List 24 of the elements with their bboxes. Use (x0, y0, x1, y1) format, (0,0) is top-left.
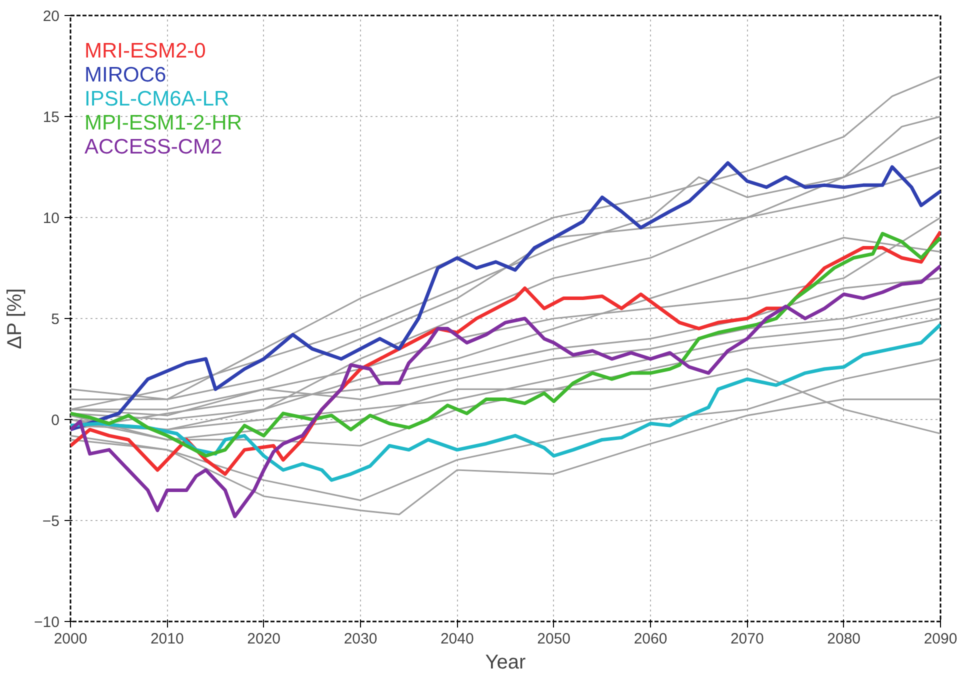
x-tick-label: 2070 (730, 630, 764, 648)
y-tick-label: 5 (51, 311, 60, 328)
text: MPI-ESM1-2-HR (84, 112, 242, 134)
x-tick-label: 2030 (344, 630, 378, 648)
x-tick-label: 2090 (924, 630, 958, 648)
x-tick-label: 2040 (440, 630, 474, 648)
text: ACCESS-CM2 (84, 136, 222, 158)
y-tick-label: 10 (42, 210, 60, 227)
x-tick-label: 2010 (150, 630, 184, 648)
text: IPSL-CM6A-LR (84, 88, 230, 110)
x-tick-label: 2020 (247, 630, 281, 648)
x-tick-label: 2000 (54, 630, 88, 648)
y-tick-label: 0 (51, 412, 60, 429)
text: MIROC6 (84, 64, 166, 86)
y-tick-label: −5 (42, 513, 60, 530)
text: MRI-ESM2-0 (84, 40, 206, 62)
x-tick-label: 2080 (827, 630, 861, 648)
x-tick-label: 2060 (634, 630, 668, 648)
y-axis-title: ΔP [%] (4, 288, 26, 350)
y-tick-label: −10 (34, 614, 60, 631)
y-tick-label: 20 (42, 8, 60, 25)
x-axis-title: Year (485, 652, 526, 674)
x-tick-label: 2050 (537, 630, 571, 648)
y-tick-label: 15 (42, 109, 60, 126)
